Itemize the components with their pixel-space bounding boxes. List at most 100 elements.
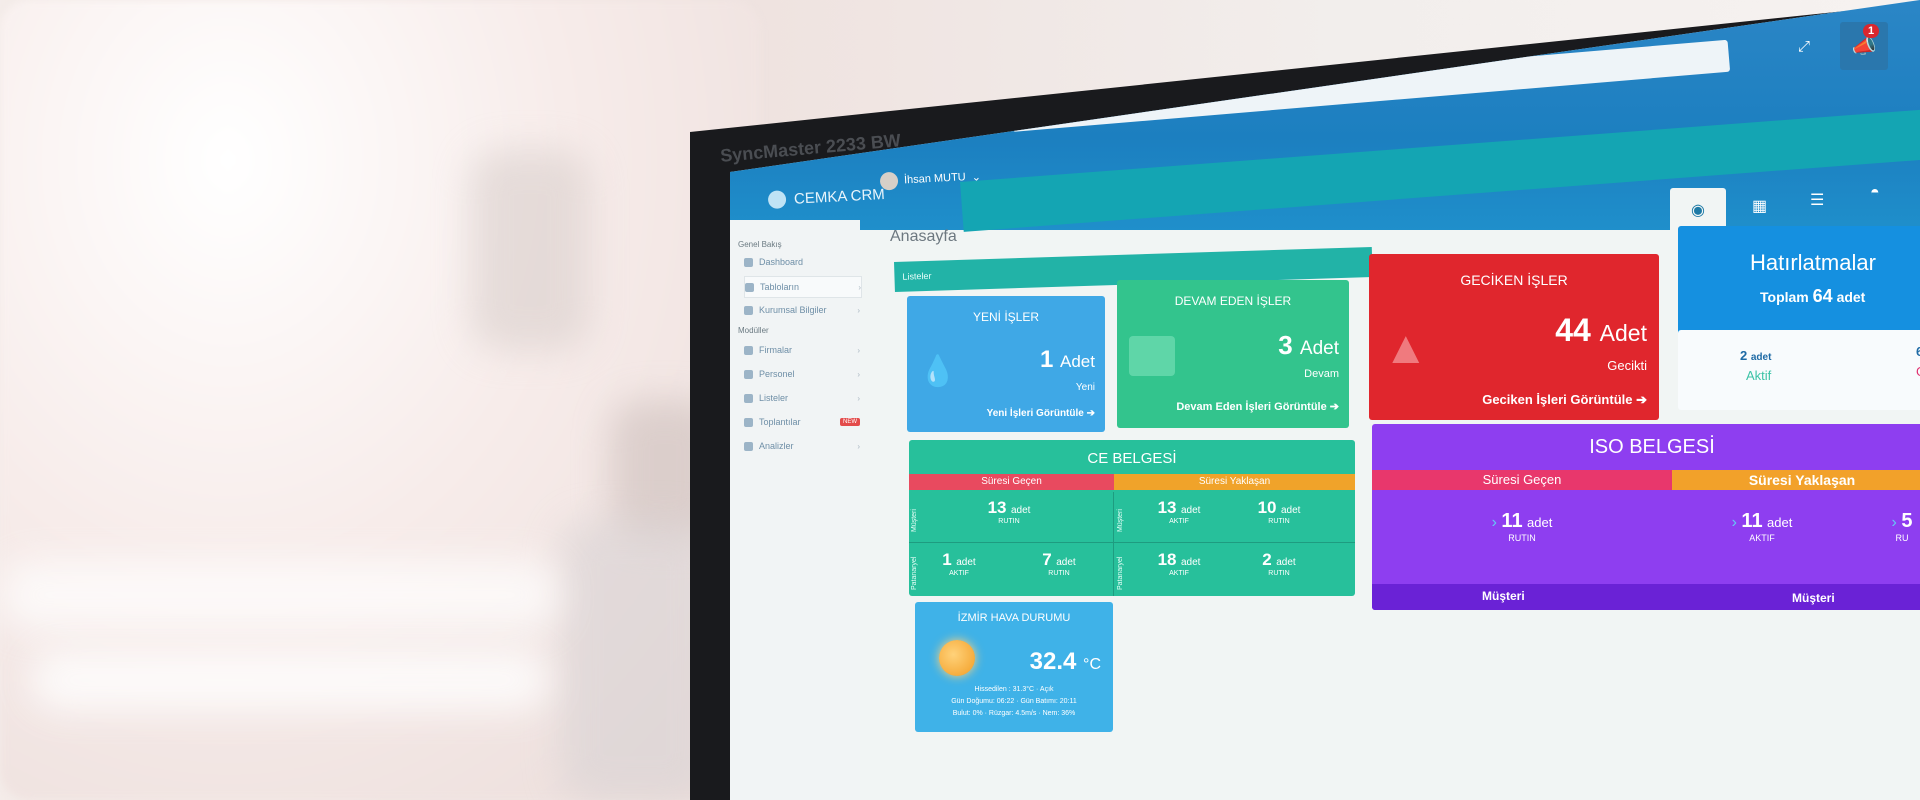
sidebar-item-lists[interactable]: Listeler › <box>744 388 860 408</box>
user-name: İhsan MUTU <box>903 171 967 187</box>
sidebar-item-tables[interactable]: Tabloların › <box>744 276 862 298</box>
weather-temperature: 32.4 °C <box>1029 648 1101 675</box>
card-title: İZMİR HAVA DURUMU <box>957 612 1071 624</box>
iso-cell[interactable]: › 11 adet RUTIN <box>1491 510 1553 543</box>
ce-cell[interactable]: 1 adet AKTIF <box>942 550 976 577</box>
divider <box>909 542 1355 543</box>
iso-cell[interactable]: › 11 adet AKTIF <box>1731 510 1793 543</box>
reminders-other-label: G <box>1916 364 1920 379</box>
ce-cell[interactable]: 2 adet RUTIN <box>1262 550 1296 577</box>
card-caption: Gecikti <box>1607 358 1647 373</box>
ce-cell[interactable]: 13 adet RUTIN <box>987 498 1031 525</box>
sidebar-item-firms[interactable]: Firmalar › <box>744 340 860 360</box>
tab-gauge[interactable]: ◓ <box>1870 184 1880 202</box>
ce-row-customer: Müşteri <box>1117 509 1124 532</box>
drop-icon: 💧 <box>919 355 957 388</box>
iso-footer-label: Müşteri <box>1792 591 1835 605</box>
background-cabinet <box>560 520 710 800</box>
weather-feels-like: Hissedilen : 31.3°C · Açık <box>974 686 1054 693</box>
sidebar-item-corporate[interactable]: Kurumsal Bilgiler › <box>744 300 860 320</box>
list-icon: ☰ <box>1810 192 1825 209</box>
ongoing-jobs-card: DEVAM EDEN İŞLER 3 Adet Devam Devam Eden… <box>1117 280 1349 428</box>
new-jobs-card: YENİ İŞLER 💧 1 Adet Yeni Yeni İşleri Gör… <box>907 296 1105 432</box>
card-title: DEVAM EDEN İŞLER <box>1174 294 1292 308</box>
ce-row-customer: Müşteri <box>911 509 918 532</box>
chart-line-icon <box>744 441 753 451</box>
weather-sun-times: Gün Doğumu: 06:22 · Gün Batımı: 20:11 <box>951 698 1077 705</box>
app-logo[interactable]: CEMKA CRM <box>767 185 886 210</box>
ce-cell[interactable]: 7 adet RUTIN <box>1042 550 1076 577</box>
document-icon <box>744 305 753 315</box>
card-caption: Yeni <box>1075 382 1095 393</box>
share-icon <box>745 282 754 292</box>
search-input[interactable] <box>1010 39 1731 132</box>
card-title: ISO BELGESİ <box>1589 436 1715 458</box>
sun-icon <box>939 640 975 676</box>
briefcase-icon <box>1129 336 1175 376</box>
tab-dashboard[interactable]: ◉ <box>1670 188 1726 232</box>
sidebar: Genel Bakış Dashboard Tabloların › Kurum… <box>730 220 862 800</box>
iso-cell[interactable]: › 5 RU <box>1891 510 1913 543</box>
chevron-right-icon: › <box>857 305 860 315</box>
card-title: CE BELGESİ <box>1087 450 1177 467</box>
sidebar-item-label: Toplantılar <box>759 417 801 427</box>
sidebar-item-label: Dashboard <box>759 257 804 267</box>
iso-expired-header: Süresi Geçen <box>1372 470 1672 490</box>
chat-icon <box>744 417 753 427</box>
sidebar-item-analytics[interactable]: Analizler › <box>744 436 860 456</box>
weather-wind: Bulut: 0% · Rüzgar: 4.5m/s · Nem: 36% <box>952 710 1076 717</box>
ce-certificate-card: CE BELGESİ Süresi Geçen Süresi Yaklaşan … <box>909 440 1355 596</box>
weather-card: İZMİR HAVA DURUMU 32.4 °C Hissedilen : 3… <box>915 602 1113 732</box>
home-icon <box>744 257 753 267</box>
ce-upcoming-header: Süresi Yaklaşan <box>1114 474 1355 490</box>
background-desk <box>0 560 560 630</box>
ce-cell[interactable]: 13 adet AKTIF <box>1157 498 1201 525</box>
card-caption: Devam <box>1304 368 1339 380</box>
tab-list[interactable]: ☰ <box>1810 190 1824 210</box>
chevron-right-icon: › <box>857 441 860 451</box>
sidebar-item-meetings[interactable]: Toplantılar NEW <box>744 412 860 432</box>
megaphone-icon: 📣 <box>1851 35 1877 58</box>
card-value: 44 Adet <box>1555 312 1647 348</box>
sidebar-section-modules: Modüller <box>738 326 769 335</box>
view-delayed-jobs-link[interactable]: Geciken İşleri Görüntüle ➔ <box>1482 392 1647 407</box>
reminders-card: Hatırlatmalar Toplam 64 adet <box>1678 226 1920 344</box>
logo-icon <box>767 190 787 210</box>
avatar <box>879 171 899 191</box>
card-value: 3 Adet <box>1278 330 1339 360</box>
iso-footer-label: Müşteri <box>1482 589 1525 603</box>
fullscreen-icon[interactable]: ⤢ <box>1798 38 1811 55</box>
reminders-active-label: Aktif <box>1746 368 1772 383</box>
ce-row-patanaryel: Patanaryel <box>911 556 918 590</box>
users-icon <box>744 369 753 379</box>
divider <box>1113 492 1114 596</box>
calendar-icon: ▦ <box>1752 198 1768 215</box>
building-icon <box>744 345 753 355</box>
notification-badge: 1 <box>1863 24 1880 38</box>
ce-cell[interactable]: 10 adet RUTIN <box>1257 498 1301 525</box>
background-picture-frame <box>470 150 590 350</box>
view-ongoing-jobs-link[interactable]: Devam Eden İşleri Görüntüle ➔ <box>1176 401 1339 413</box>
ce-row-patanaryel: Patanaryel <box>1117 556 1124 590</box>
tab-calendar[interactable]: ▦ <box>1752 196 1767 216</box>
sidebar-item-staff[interactable]: Personel › <box>744 364 860 384</box>
sidebar-item-label: Kurumsal Bilgiler <box>759 305 827 315</box>
card-value: 1 Adet <box>1039 346 1095 373</box>
table-icon <box>744 393 753 403</box>
sidebar-item-label: Listeler <box>759 393 789 403</box>
warning-icon: ▲ <box>1383 321 1429 373</box>
sidebar-item-dashboard[interactable]: Dashboard <box>744 252 860 272</box>
background-desk-lower <box>30 650 550 710</box>
reminders-total: Toplam 64 adet <box>1760 286 1866 306</box>
ce-expired-header: Süresi Geçen <box>909 474 1114 490</box>
card-title: Hatırlatmalar <box>1750 250 1876 275</box>
delayed-jobs-card: GECİKEN İŞLER ▲ 44 Adet Gecikti Geciken … <box>1369 254 1659 420</box>
sidebar-item-label: Tabloların <box>760 282 800 292</box>
sidebar-item-label: Analizler <box>759 441 794 451</box>
ce-cell[interactable]: 18 adet AKTIF <box>1157 550 1201 577</box>
dashboard-icon: ◉ <box>1691 202 1705 219</box>
app-name: CEMKA CRM <box>793 185 886 208</box>
card-title: YENİ İŞLER <box>972 310 1040 324</box>
view-new-jobs-link[interactable]: Yeni İşleri Görüntüle ➔ <box>986 408 1095 419</box>
sidebar-item-label: Personel <box>759 369 795 379</box>
